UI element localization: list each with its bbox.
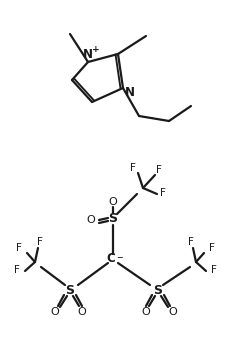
Text: O: O	[108, 197, 117, 207]
Text: O: O	[50, 307, 59, 317]
Text: O: O	[141, 307, 150, 317]
Text: N: N	[124, 86, 134, 99]
Text: N: N	[83, 47, 93, 61]
Text: F: F	[208, 243, 214, 253]
Text: S: S	[108, 211, 117, 224]
Text: S: S	[153, 284, 162, 297]
Text: S: S	[65, 284, 74, 297]
Text: F: F	[16, 243, 22, 253]
Text: O: O	[168, 307, 177, 317]
Text: +: +	[92, 45, 99, 53]
Text: F: F	[37, 237, 43, 247]
Text: C: C	[106, 251, 115, 264]
Text: F: F	[210, 265, 216, 275]
Text: F: F	[187, 237, 193, 247]
Text: O: O	[86, 215, 95, 225]
Text: ⁻: ⁻	[115, 255, 122, 268]
Text: F: F	[129, 163, 135, 173]
Text: F: F	[159, 188, 165, 198]
Text: F: F	[155, 165, 161, 175]
Text: O: O	[77, 307, 86, 317]
Text: F: F	[14, 265, 20, 275]
